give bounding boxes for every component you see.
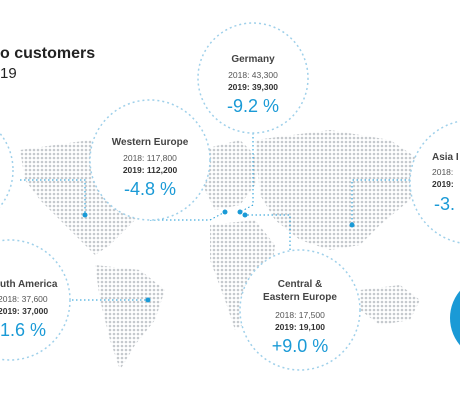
value-2019: 2019: 37,000 <box>0 306 48 316</box>
region-western-europe: Western Europe 2018: 117,800 2019: 112,2… <box>89 99 211 221</box>
change: -4.8 % <box>124 179 176 199</box>
region-name: Central & <box>278 279 322 290</box>
region-name: uth America <box>0 279 58 290</box>
region-central-eastern-europe: Central & Eastern Europe 2018: 17,500 20… <box>239 249 361 371</box>
region-name: Germany <box>231 54 275 65</box>
value-2018: 2018: 43,300 <box>228 70 278 80</box>
region-south-america: uth America 2018: 37,600 2019: 37,000 1.… <box>0 239 71 361</box>
value-2019: 2019: 112,200 <box>123 165 178 175</box>
change: +9.0 % <box>272 336 329 356</box>
change: -3. <box>434 194 455 214</box>
value-2019: 2019: 39,300 <box>228 82 278 92</box>
change: 1.6 % <box>0 320 46 340</box>
value-2019: 2019: <box>432 179 454 189</box>
region-name: Eastern Europe <box>263 292 337 303</box>
value-2018: 2018: <box>432 167 453 177</box>
value-2018: 2018: 117,800 <box>123 153 177 163</box>
highlight-circle <box>450 290 460 346</box>
subtitle: 19 <box>0 65 17 82</box>
value-2018: 2018: 37,600 <box>0 294 48 304</box>
region-name: Asia I <box>432 152 459 163</box>
value-2018: 2018: 17,500 <box>275 310 325 320</box>
world-map <box>20 130 420 370</box>
connectors <box>20 133 410 303</box>
region-name: Western Europe <box>112 137 189 148</box>
region-circle <box>0 132 14 208</box>
region-germany: Germany 2018: 43,300 2019: 39,300 -9.2 % <box>197 22 309 134</box>
change: -9.2 % <box>227 96 279 116</box>
region-asia: Asia I 2018: 2019: -3. <box>409 120 460 244</box>
value-2019: 2019: 19,100 <box>275 322 325 332</box>
title: o customers <box>0 45 95 62</box>
